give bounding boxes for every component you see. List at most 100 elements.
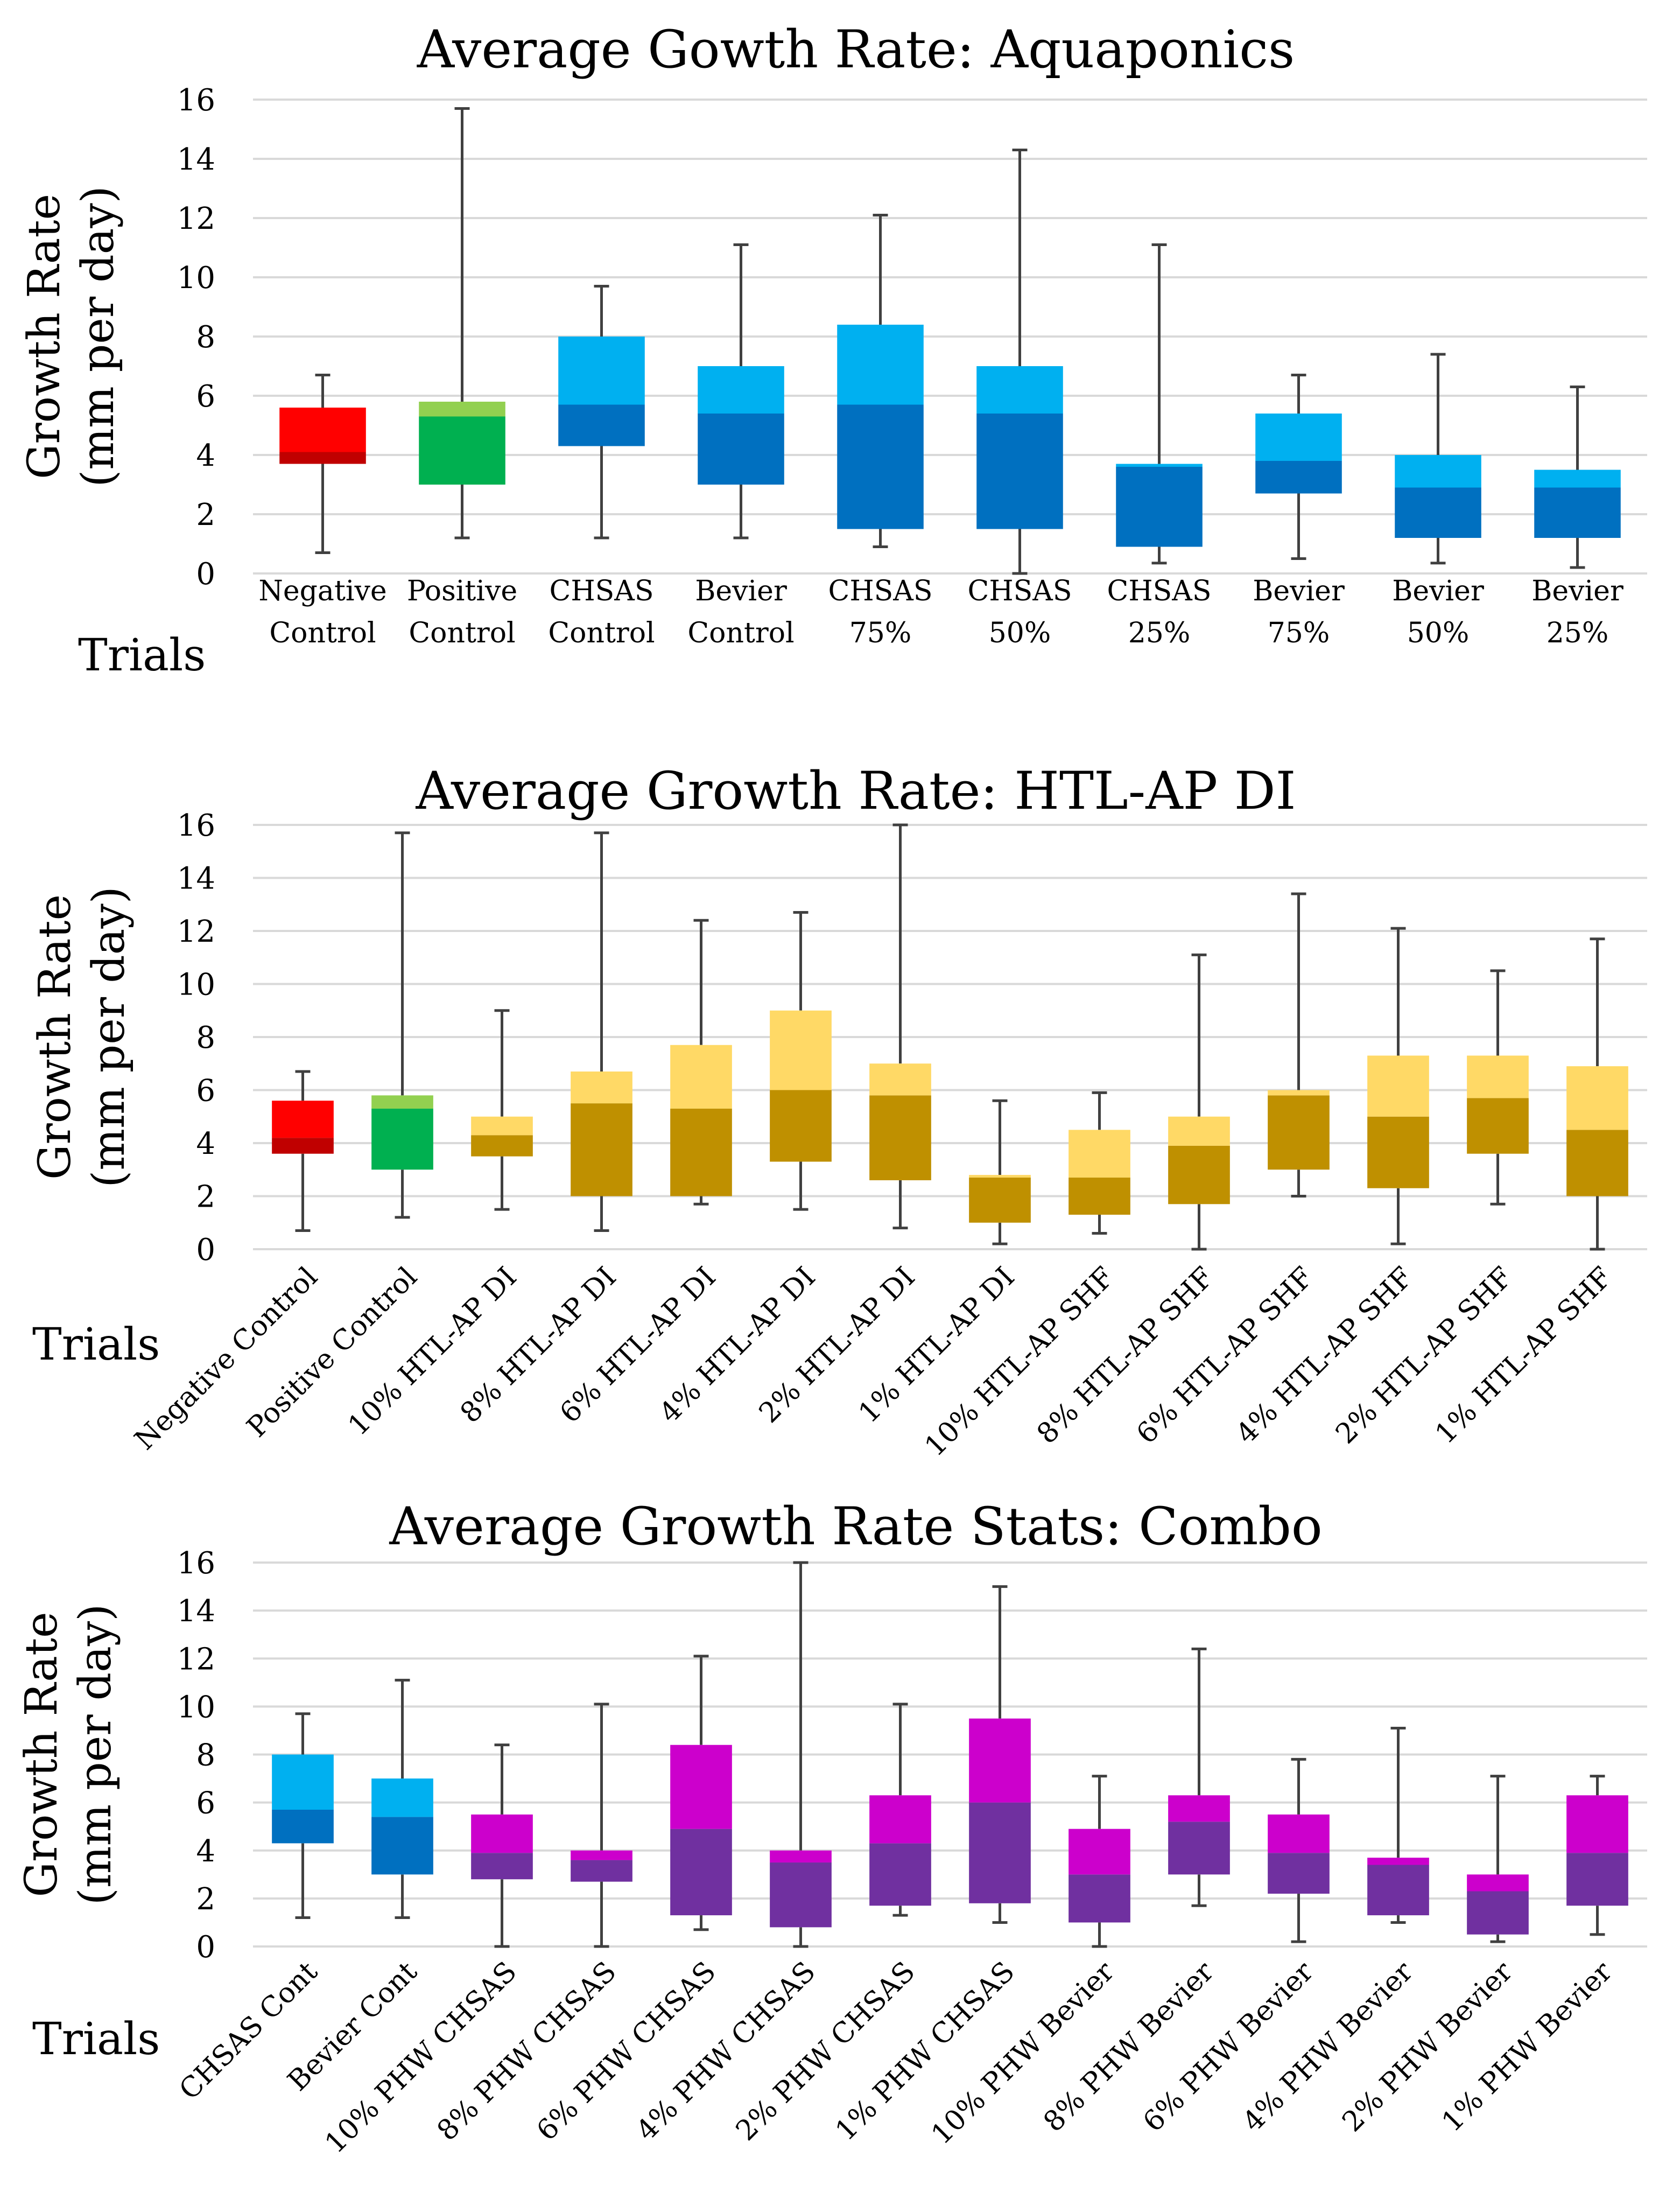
y-tick-label: 10 xyxy=(177,968,215,1003)
box-upper xyxy=(1069,1829,1130,1875)
box-upper xyxy=(1069,1130,1130,1178)
box-upper xyxy=(1268,1814,1330,1853)
category-label-line: Bevier xyxy=(1531,575,1623,607)
category-label-line: CHSAS xyxy=(968,575,1072,607)
y-axis-label-units: (mm per day) xyxy=(83,886,135,1188)
y-tick-label: 0 xyxy=(196,1232,215,1267)
y-axis-label-units: (mm per day) xyxy=(70,1604,121,1906)
category-label-line: 50% xyxy=(1407,617,1470,649)
box-upper xyxy=(1467,1055,1529,1098)
box-1: Negative Control xyxy=(258,374,387,649)
box-lower xyxy=(558,404,645,446)
box-lower xyxy=(1395,487,1481,538)
y-tick-label: 0 xyxy=(196,557,215,592)
category-label-line: Control xyxy=(687,617,794,649)
category-label: 8% PHW CHSAS xyxy=(431,1956,623,2147)
box-upper xyxy=(969,1175,1031,1178)
box-lower xyxy=(869,1095,931,1180)
y-tick-label: 6 xyxy=(196,1786,215,1821)
box-lower xyxy=(471,1135,533,1157)
y-tick-label: 14 xyxy=(177,1594,215,1629)
box-upper xyxy=(1566,1795,1628,1853)
category-label: CHSAS 25% xyxy=(1107,575,1212,649)
box-2: Positive Control xyxy=(241,831,433,1444)
box-upper xyxy=(1367,1055,1429,1117)
box-upper xyxy=(371,1095,433,1109)
box-upper xyxy=(770,1010,832,1090)
category-label-line: CHSAS xyxy=(550,575,654,607)
category-label: 8% PHW Bevier xyxy=(1037,1956,1220,2138)
chart-title: Average Growth Rate Stats: Combo xyxy=(389,1496,1322,1557)
box-lower xyxy=(571,1103,632,1196)
box-lower xyxy=(1566,1853,1628,1906)
category-label: Positive Control xyxy=(241,1261,423,1444)
box-lower xyxy=(670,1829,732,1916)
category-label-line: Control xyxy=(409,617,515,649)
category-label-line: Control xyxy=(548,617,655,649)
box-7: CHSAS 25% xyxy=(1107,243,1212,649)
y-tick-label: 2 xyxy=(196,1180,215,1215)
box-upper xyxy=(698,366,784,414)
box-upper xyxy=(1395,455,1481,488)
box-lower xyxy=(279,452,366,464)
category-label: 10% HTL-AP SHF xyxy=(919,1261,1121,1463)
box-lower xyxy=(1268,1853,1330,1894)
box-upper xyxy=(969,1718,1031,1803)
category-label: 4% HTL-AP SHF xyxy=(1230,1261,1419,1451)
box-lower xyxy=(419,416,505,485)
y-tick-label: 2 xyxy=(196,498,215,533)
box-upper xyxy=(371,1778,433,1817)
box-upper xyxy=(272,1101,334,1138)
y-tick-label: 8 xyxy=(196,320,215,355)
box-14: 1% PHW Bevier xyxy=(1436,1775,1628,2138)
box-lower xyxy=(770,1862,832,1928)
box-lower xyxy=(371,1817,433,1875)
y-tick-label: 12 xyxy=(177,201,215,236)
category-label: 6% HTL-AP SHF xyxy=(1130,1261,1320,1451)
category-label-line: Control xyxy=(269,617,376,649)
y-tick-label: 12 xyxy=(177,1642,215,1677)
box-lower xyxy=(770,1090,832,1162)
category-label-line: Bevier xyxy=(1392,575,1484,607)
category-label-line: CHSAS xyxy=(1107,575,1212,607)
y-axis-label: Growth Rate xyxy=(30,894,81,1180)
chart-3: 0 2 4 6 8 10 12 14 16 Average Growth Rate Stats: … xyxy=(16,1496,1647,2160)
category-label-line: Negative xyxy=(258,575,386,607)
x-axis-label: Trials xyxy=(32,1319,160,1370)
y-tick-label: 14 xyxy=(177,862,215,897)
category-label: 6% PHW CHSAS xyxy=(531,1956,722,2147)
box-upper xyxy=(571,1850,632,1860)
y-tick-label: 2 xyxy=(196,1882,215,1917)
box-lower xyxy=(1367,1865,1429,1916)
y-tick-label: 10 xyxy=(177,261,215,296)
category-label: 2% PHW Bevier xyxy=(1336,1956,1519,2138)
box-upper xyxy=(279,408,366,452)
y-tick-label: 14 xyxy=(177,142,215,177)
box-upper xyxy=(670,1745,732,1829)
category-label: 8% HTL-AP SHF xyxy=(1031,1261,1220,1451)
category-label: 2% HTL-AP SHF xyxy=(1330,1261,1519,1451)
box-lower xyxy=(1069,1178,1130,1215)
box-lower xyxy=(969,1802,1031,1903)
box-upper xyxy=(1566,1066,1628,1130)
y-tick-label: 4 xyxy=(196,438,215,473)
box-6: CHSAS 50% xyxy=(968,149,1072,649)
category-label: Bevier 25% xyxy=(1531,575,1623,649)
box-upper xyxy=(1467,1874,1529,1892)
y-tick-label: 6 xyxy=(196,1074,215,1109)
y-tick-label: 6 xyxy=(196,379,215,414)
category-label-line: Bevier xyxy=(695,575,787,607)
box-lower xyxy=(976,414,1063,529)
y-tick-label: 0 xyxy=(196,1930,215,1965)
box-upper xyxy=(571,1072,632,1104)
category-label: 2% PHW CHSAS xyxy=(730,1956,922,2147)
box-upper xyxy=(558,337,645,405)
y-tick-label: 4 xyxy=(196,1126,215,1161)
category-label: Bevier Control xyxy=(687,575,794,649)
category-label: 10% PHW CHSAS xyxy=(319,1956,523,2160)
box-10: Bevier 25% xyxy=(1531,386,1623,649)
box-lower xyxy=(1268,1095,1330,1170)
box-8: Bevier 75% xyxy=(1253,374,1345,649)
box-4: Bevier Control xyxy=(687,243,795,649)
